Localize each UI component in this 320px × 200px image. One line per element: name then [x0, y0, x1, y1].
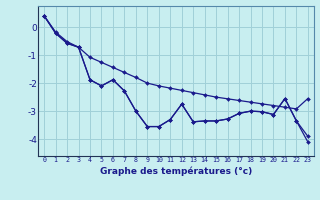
- X-axis label: Graphe des températures (°c): Graphe des températures (°c): [100, 166, 252, 176]
